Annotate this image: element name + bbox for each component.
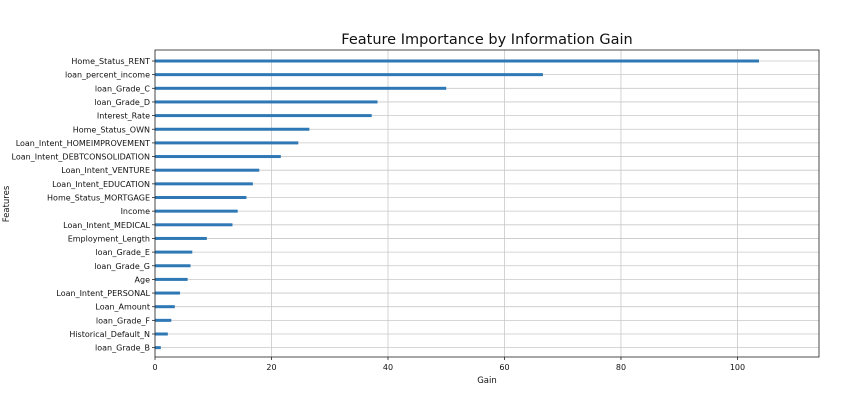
bar-Interest_Rate [155, 114, 372, 118]
bars [155, 59, 760, 350]
bar-Loan_Amount [155, 305, 175, 309]
y-axis-label: Features [2, 185, 12, 222]
x-tick-label: 100 [730, 363, 745, 372]
grid-lines [154, 50, 819, 357]
bar-loan_Grade_C [155, 86, 447, 90]
y-tick-label: loan_Grade_B [95, 344, 150, 353]
y-tick-label: Loan_Intent_DEBTCONSOLIDATION [12, 153, 150, 162]
bar-Employment_Length [155, 236, 207, 240]
y-tick-label: Age [135, 275, 151, 284]
x-tick-labels: 0 20 40 60 80 100 [152, 357, 745, 372]
y-tick-label: Historical_Default_N [69, 330, 150, 339]
y-tick-label: Income [121, 207, 151, 216]
y-tick-label: loan_Grade_G [94, 262, 150, 271]
x-tick-label: 0 [152, 363, 157, 372]
y-tick-label: Loan_Intent_PERSONAL [56, 289, 150, 298]
bar-loan_Grade_B [155, 346, 161, 350]
y-tick-label: Loan_Intent_EDUCATION [52, 180, 150, 189]
y-tick-label: Home_Status_RENT [71, 57, 150, 66]
bar-loan_Grade_E [155, 250, 193, 254]
y-tick-label: Loan_Intent_HOMEIMPROVEMENT [16, 139, 150, 148]
y-tick-label: Loan_Amount [95, 303, 150, 312]
bar-loan_Grade_F [155, 318, 172, 322]
y-tick-label: Interest_Rate [97, 112, 150, 121]
plot-frame [154, 49, 820, 358]
y-tick-label: Employment_Length [68, 234, 150, 243]
bar-Loan_Intent_PERSONAL [155, 291, 181, 295]
x-tick-label: 20 [266, 363, 276, 372]
y-tick-label: Loan_Intent_MEDICAL [63, 221, 150, 230]
y-tick-label: Home_Status_OWN [73, 125, 150, 134]
y-tick-label: loan_Grade_E [95, 248, 150, 257]
bar-Loan_Intent_EDUCATION [155, 182, 253, 186]
y-tick-labels: Home_Status_RENT loan_percent_income loan_… [12, 57, 155, 353]
bar-Loan_Intent_DEBTCONSOLIDATION [155, 155, 281, 159]
x-tick-label: 60 [499, 363, 509, 372]
bar-loan_percent_income [155, 73, 543, 77]
x-axis-label: Gain [477, 376, 497, 386]
bar-Loan_Intent_HOMEIMPROVEMENT [155, 141, 299, 145]
x-tick-label: 40 [383, 363, 393, 372]
y-tick-label: Loan_Intent_VENTURE [61, 166, 150, 175]
bar-Loan_Intent_MEDICAL [155, 223, 233, 227]
y-tick-label: loan_percent_income [65, 71, 150, 80]
x-tick-label: 80 [616, 363, 626, 372]
bar-Home_Status_OWN [155, 127, 310, 131]
bar-loan_Grade_G [155, 264, 191, 268]
chart-title: Feature Importance by Information Gain [341, 32, 632, 48]
y-tick-label: loan_Grade_D [94, 98, 150, 107]
bar-Age [155, 277, 188, 281]
bar-Home_Status_RENT [155, 59, 760, 63]
bar-Loan_Intent_VENTURE [155, 168, 260, 172]
y-tick-label: loan_Grade_C [95, 84, 150, 93]
y-tick-label: Home_Status_MORTGAGE [47, 194, 150, 203]
bar-loan_Grade_D [155, 100, 378, 104]
bar-Home_Status_MORTGAGE [155, 196, 247, 199]
bar-Income [155, 209, 238, 213]
bar-Historical_Default_N [155, 332, 168, 336]
y-tick-label: loan_Grade_F [96, 316, 150, 325]
